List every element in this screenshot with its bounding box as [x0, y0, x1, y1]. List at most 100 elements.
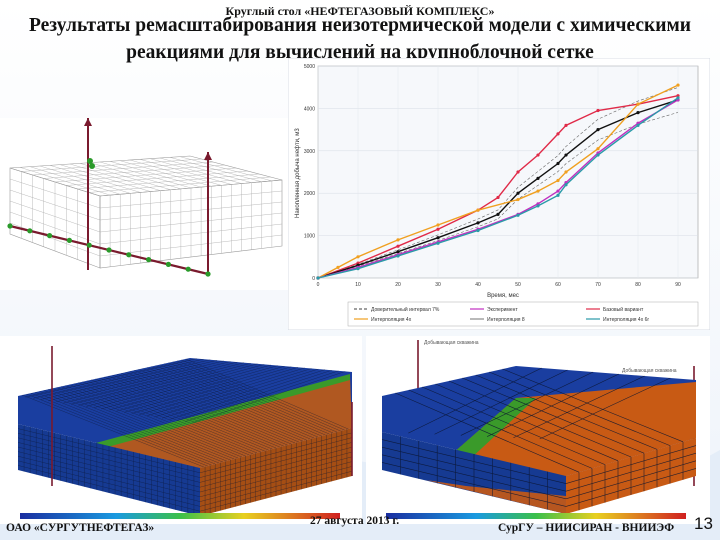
- data-point: [336, 265, 340, 269]
- y-tick-label: 4000: [304, 106, 315, 112]
- series-line: [317, 97, 679, 279]
- well-perforation: [106, 247, 112, 253]
- horizontal-well: [7, 223, 211, 277]
- well-label: Добывающая скважина: [622, 368, 677, 374]
- data-point: [516, 170, 520, 174]
- data-point: [436, 236, 440, 240]
- x-tick-label: 70: [595, 282, 601, 288]
- x-tick-label: 20: [395, 282, 401, 288]
- saturation-view-coarse-grid: Добывающая скважина Добывающая скважина: [366, 336, 710, 524]
- well-perforation: [205, 271, 211, 277]
- data-point: [516, 197, 520, 202]
- data-point: [436, 227, 440, 231]
- title-line-1: Результаты ремасштабирования неизотермич…: [29, 15, 691, 36]
- legend-label: Базовый вариант: [603, 306, 644, 313]
- data-point: [516, 213, 520, 217]
- data-point: [396, 254, 400, 258]
- legend-label: Эксперимент: [487, 307, 518, 313]
- well-marker: [204, 152, 212, 160]
- series-line: [317, 99, 679, 279]
- y-tick-label: 5000: [304, 64, 315, 70]
- data-point: [496, 195, 500, 200]
- x-tick-label: 10: [355, 282, 361, 288]
- footer-organizations: СурГУ – НИИСИРАН - ВНИИЭФ: [498, 522, 675, 534]
- data-point: [556, 189, 560, 193]
- data-point: [676, 83, 680, 87]
- data-point: [536, 204, 540, 208]
- data-point: [596, 128, 600, 132]
- plot-area: [317, 65, 699, 279]
- x-tick-label: 50: [515, 282, 521, 288]
- well-perforation: [146, 257, 152, 263]
- x-tick-label: 80: [635, 282, 641, 288]
- x-tick-label: 30: [435, 282, 441, 288]
- chart-x-label: Время, мес: [487, 293, 519, 299]
- data-point: [564, 170, 568, 174]
- oil-zone-lower: [426, 480, 566, 514]
- data-point: [676, 96, 680, 100]
- legend-label: Интерполяция 4x 6r: [603, 317, 649, 323]
- data-point: [476, 228, 480, 233]
- x-tick-label: 60: [555, 282, 561, 288]
- legend-label: Интерполяция 4x: [371, 317, 412, 323]
- color-scale: [20, 513, 340, 519]
- data-point: [564, 123, 568, 127]
- data-point: [516, 191, 520, 195]
- data-point: [636, 111, 640, 115]
- data-point: [536, 153, 540, 157]
- data-point: [476, 221, 480, 225]
- well-perforation: [86, 242, 92, 248]
- well-perforation: [27, 228, 33, 234]
- well-perforation: [126, 252, 132, 258]
- well-marker: [89, 163, 95, 169]
- chart-legend: [347, 301, 699, 327]
- color-scale: [386, 513, 686, 519]
- data-point: [476, 208, 480, 212]
- data-point: [356, 267, 360, 271]
- well-perforation: [66, 237, 72, 243]
- data-point: [496, 212, 500, 216]
- legend-label: Интерполяция 8: [487, 317, 525, 323]
- data-point: [396, 238, 400, 242]
- x-tick-label: 90: [675, 282, 681, 288]
- well-marker: [84, 118, 92, 126]
- confidence-band: [317, 87, 679, 279]
- well-label: Добывающая скважина: [424, 340, 479, 346]
- well-perforation: [47, 233, 53, 239]
- x-tick-label: 40: [475, 282, 481, 288]
- grid-3d-view: [0, 118, 292, 290]
- well-perforation: [165, 261, 171, 267]
- y-tick-label: 3000: [304, 149, 315, 155]
- data-point: [564, 153, 568, 157]
- data-point: [396, 244, 400, 248]
- page-number: 13: [694, 514, 713, 533]
- data-point: [436, 223, 440, 227]
- legend-label: Доверительный интервал 7%: [371, 306, 440, 313]
- saturation-view-fine-grid: [0, 336, 362, 524]
- footer-date: 27 августа 2013 г.: [310, 515, 400, 527]
- data-point: [636, 102, 640, 106]
- data-point: [596, 147, 600, 151]
- well-marker: [87, 158, 93, 164]
- oil-zone: [436, 382, 696, 476]
- data-point: [596, 153, 600, 157]
- y-tick-label: 0: [312, 276, 315, 282]
- x-tick-label: 0: [317, 282, 320, 288]
- chart-y-label: Накопленная добыча нефти, м3: [295, 128, 301, 218]
- data-point: [596, 108, 600, 113]
- data-point: [636, 123, 640, 127]
- event-header: Круглый стол «НЕФТЕГАЗОВЫЙ КОМПЛЕКС»: [225, 4, 495, 18]
- data-point: [564, 183, 568, 187]
- data-point: [356, 255, 360, 259]
- well-perforation: [7, 223, 13, 229]
- data-point: [556, 193, 560, 197]
- y-tick-label: 1000: [304, 234, 315, 240]
- data-point: [536, 176, 540, 180]
- production-chart: 0 1000 2000 3000 4000 5000 0 10 20 30 40 50 60 70 80 90…: [288, 58, 710, 330]
- footer-company: ОАО «СУРГУТНЕФТЕГАЗ»: [6, 522, 155, 534]
- data-point: [556, 178, 560, 183]
- data-point: [396, 250, 400, 254]
- y-tick-label: 2000: [304, 191, 315, 197]
- data-point: [556, 132, 560, 136]
- well-perforation: [185, 266, 191, 272]
